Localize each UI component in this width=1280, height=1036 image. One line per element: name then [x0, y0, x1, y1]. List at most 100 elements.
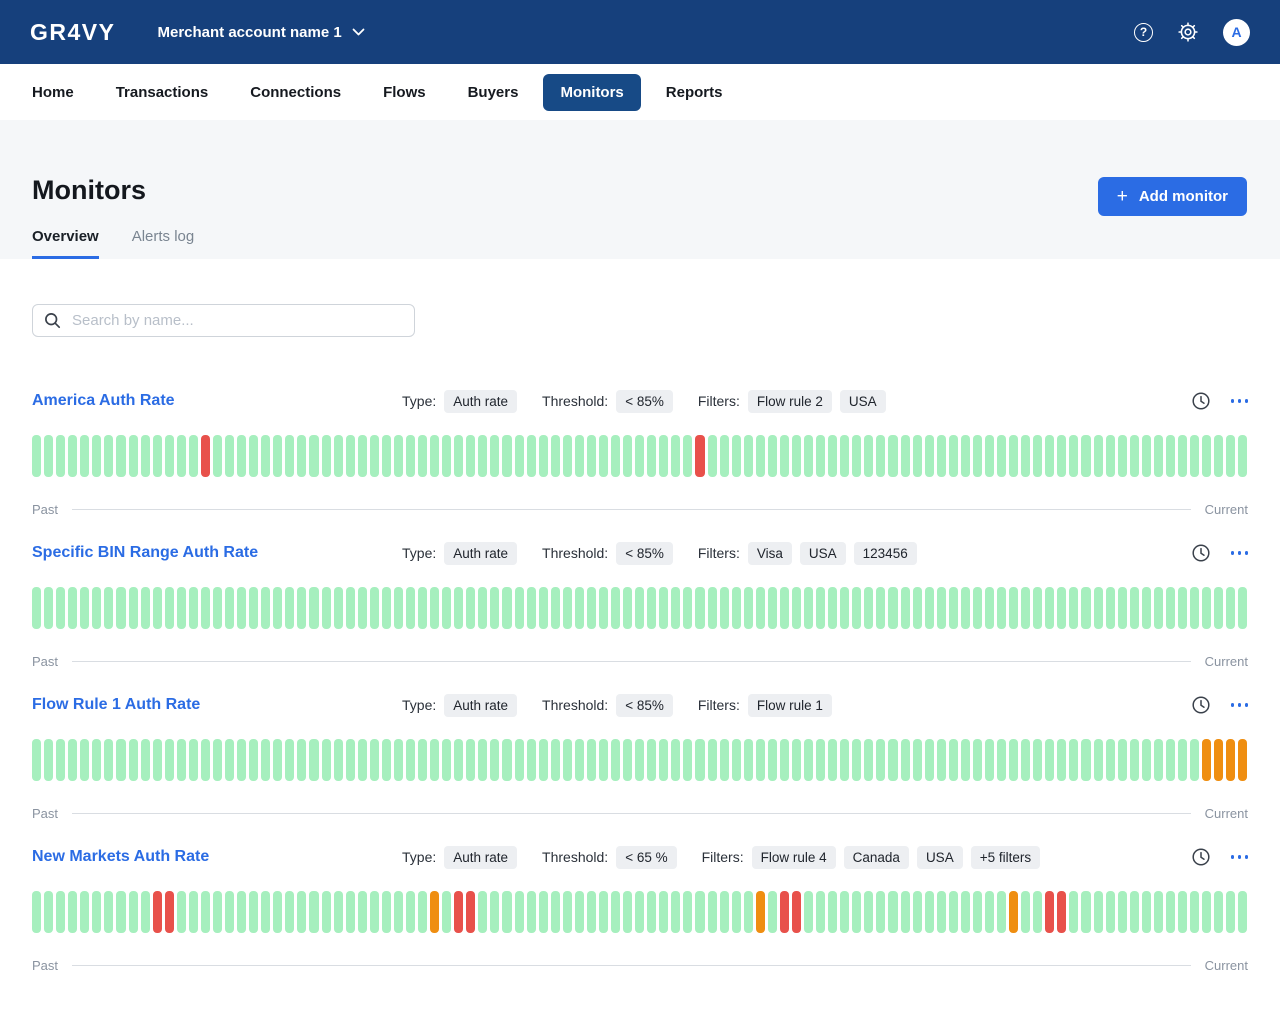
monitor-title-link[interactable]: Specific BIN Range Auth Rate	[32, 544, 259, 561]
search-input[interactable]	[70, 311, 403, 330]
chart-bar-ok	[1009, 587, 1019, 629]
chart-bar-ok	[56, 587, 66, 629]
clock-icon[interactable]	[1191, 847, 1211, 867]
clock-icon[interactable]	[1191, 391, 1211, 411]
chart-bar-ok	[924, 435, 934, 477]
avatar[interactable]: A	[1223, 18, 1250, 46]
filter-pill: +5 filters	[970, 845, 1041, 869]
current-label: Current	[1204, 501, 1248, 517]
chart-bar-alert	[1057, 891, 1067, 933]
chart-bar-ok	[828, 891, 838, 933]
chart-bar-ok	[164, 435, 174, 477]
chart-bar-ok	[478, 435, 488, 477]
chart-bar-ok	[309, 435, 319, 477]
chart-bar-ok	[56, 435, 66, 477]
more-menu-icon[interactable]	[1230, 547, 1248, 559]
chart-bar-ok	[900, 587, 910, 629]
nav-item-transactions[interactable]: Transactions	[115, 83, 209, 101]
chart-bar-ok	[876, 435, 886, 477]
chart-bar-ok	[128, 891, 138, 933]
monitor-header: Specific BIN Range Auth Rate Type: Auth …	[32, 539, 1248, 567]
chart-bar-ok	[1177, 891, 1187, 933]
chart-bar-ok	[972, 435, 982, 477]
clock-icon[interactable]	[1191, 543, 1211, 563]
chart-bar-ok	[225, 435, 235, 477]
chart-bar-ok	[1165, 891, 1175, 933]
chart-bar-ok	[381, 587, 391, 629]
chart-bar-ok	[188, 891, 198, 933]
chart-bar-ok	[442, 435, 452, 477]
chart-bar-ok	[104, 587, 114, 629]
chart-bar-ok	[550, 891, 560, 933]
chart-bar-ok	[900, 739, 910, 781]
chart-bar-ok	[972, 739, 982, 781]
add-monitor-button[interactable]: + Add monitor	[1097, 177, 1247, 216]
chart-bar-ok	[1105, 891, 1115, 933]
nav-item-home[interactable]: Home	[32, 83, 74, 101]
chart-bar-ok	[442, 739, 452, 781]
chart-bar-ok	[502, 891, 512, 933]
chart-bar-ok	[743, 891, 753, 933]
chart-bar-ok	[357, 435, 367, 477]
filter-pill: 123456	[853, 541, 917, 565]
nav-item-reports[interactable]: Reports	[665, 83, 723, 101]
nav-item-connections[interactable]: Connections	[250, 83, 342, 101]
gear-icon[interactable]	[1177, 21, 1199, 43]
tab-overview[interactable]: Overview	[32, 228, 99, 259]
monitor-title-link[interactable]: Flow Rule 1 Auth Rate	[32, 696, 201, 713]
chart-bar-ok	[333, 435, 343, 477]
monitor-meta: Type: Auth rate Threshold: < 85% Filters…	[402, 693, 832, 717]
chart-bar-ok	[225, 891, 235, 933]
threshold-value-pill: < 85%	[616, 541, 673, 565]
chart-bar-ok	[731, 891, 741, 933]
chart-bar-ok	[960, 739, 970, 781]
chart-bar-ok	[972, 891, 982, 933]
chart-bar-alert	[791, 891, 801, 933]
more-menu-icon[interactable]	[1230, 851, 1248, 863]
chart-bar-ok	[212, 435, 222, 477]
chart-bar-ok	[562, 587, 572, 629]
chart-bar-ok	[249, 435, 259, 477]
chart-bar-ok	[707, 891, 717, 933]
past-label: Past	[32, 501, 59, 517]
nav-item-buyers[interactable]: Buyers	[467, 83, 519, 101]
chart-bar-ok	[671, 739, 681, 781]
nav-item-flows[interactable]: Flows	[383, 83, 426, 101]
chart-bar-ok	[550, 587, 560, 629]
chart-bar-ok	[1117, 587, 1127, 629]
chart-bar-ok	[743, 739, 753, 781]
chart-bar-ok	[1153, 891, 1163, 933]
merchant-account-switcher[interactable]: Merchant account name 1	[157, 24, 365, 41]
monitor-title-link[interactable]: New Markets Auth Rate	[32, 848, 210, 865]
clock-icon[interactable]	[1191, 695, 1211, 715]
more-menu-icon[interactable]	[1230, 395, 1248, 407]
tab-alerts-log[interactable]: Alerts log	[131, 228, 195, 245]
chart-bar-ok	[116, 739, 126, 781]
chart-bar-ok	[1202, 587, 1212, 629]
help-icon[interactable]: ?	[1134, 22, 1153, 42]
chart-bar-ok	[514, 435, 524, 477]
monitor-title-link[interactable]: America Auth Rate	[32, 392, 175, 409]
chart-bar-ok	[611, 891, 621, 933]
nav-item-monitors[interactable]: Monitors	[543, 73, 641, 111]
chart-bar-ok	[526, 587, 536, 629]
chart-bar-ok	[1009, 435, 1019, 477]
chart-bar-ok	[659, 587, 669, 629]
chart-bar-ok	[659, 891, 669, 933]
chart-bar-ok	[405, 587, 415, 629]
chart-bar-ok	[755, 587, 765, 629]
chart-bar-ok	[44, 435, 54, 477]
chart-bar-ok	[454, 739, 464, 781]
chart-bar-ok	[804, 587, 814, 629]
chart-bar-ok	[864, 435, 874, 477]
chart-bar-ok	[381, 435, 391, 477]
more-menu-icon[interactable]	[1230, 699, 1248, 711]
chart-bar-alert	[200, 435, 210, 477]
add-monitor-label: Add monitor	[1138, 188, 1228, 205]
chart-bar-ok	[442, 891, 452, 933]
chart-bar-ok	[466, 435, 476, 477]
chart-bar-ok	[598, 435, 608, 477]
chart-bar-warning	[1202, 739, 1212, 781]
chart-bar-ok	[369, 587, 379, 629]
chart-bar-ok	[333, 891, 343, 933]
